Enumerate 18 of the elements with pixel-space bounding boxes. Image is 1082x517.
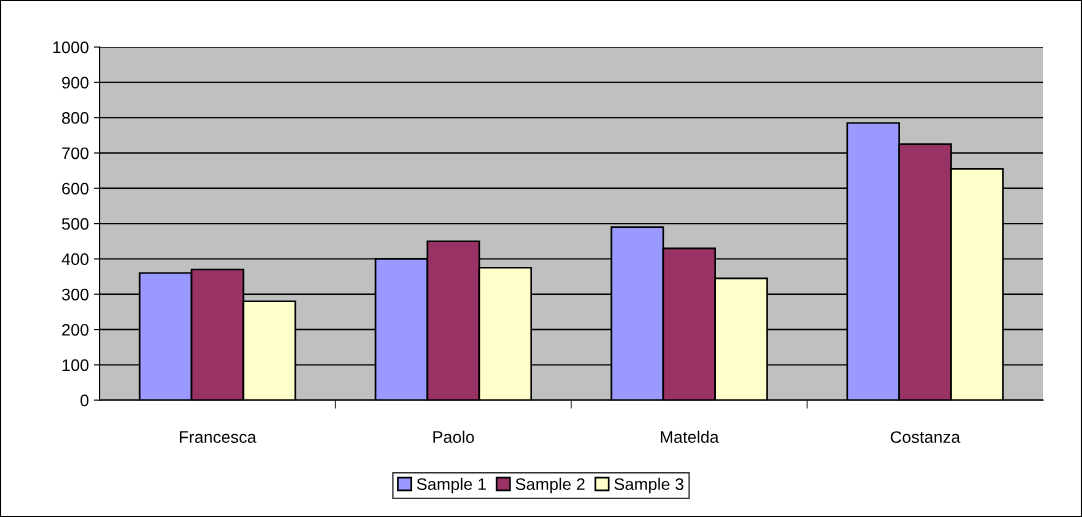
y-tick-label: 300 — [61, 288, 89, 301]
y-tick-label: 1000 — [53, 41, 89, 54]
legend-label: Sample 1 — [416, 477, 486, 494]
y-tick-label: 500 — [61, 218, 89, 230]
x-tick-label: Paolo — [433, 430, 474, 443]
x-tick-label: Francesca — [179, 431, 257, 443]
legend-label: Sample 3 — [614, 477, 684, 494]
y-tick-label: 800 — [62, 112, 89, 124]
x-tick-label: Matelda — [660, 430, 719, 443]
x-tick-label: Costanza — [890, 431, 961, 443]
y-tick-label: 0 — [80, 394, 89, 407]
y-tick-label: 700 — [62, 147, 89, 160]
y-tick-label: 600 — [62, 182, 89, 195]
y-tick-label: 900 — [62, 76, 89, 89]
y-tick-label: 200 — [62, 323, 89, 336]
legend-label: Sample 2 — [515, 477, 585, 494]
y-tick-label: 100 — [62, 359, 89, 372]
y-tick-label: 400 — [61, 253, 89, 266]
